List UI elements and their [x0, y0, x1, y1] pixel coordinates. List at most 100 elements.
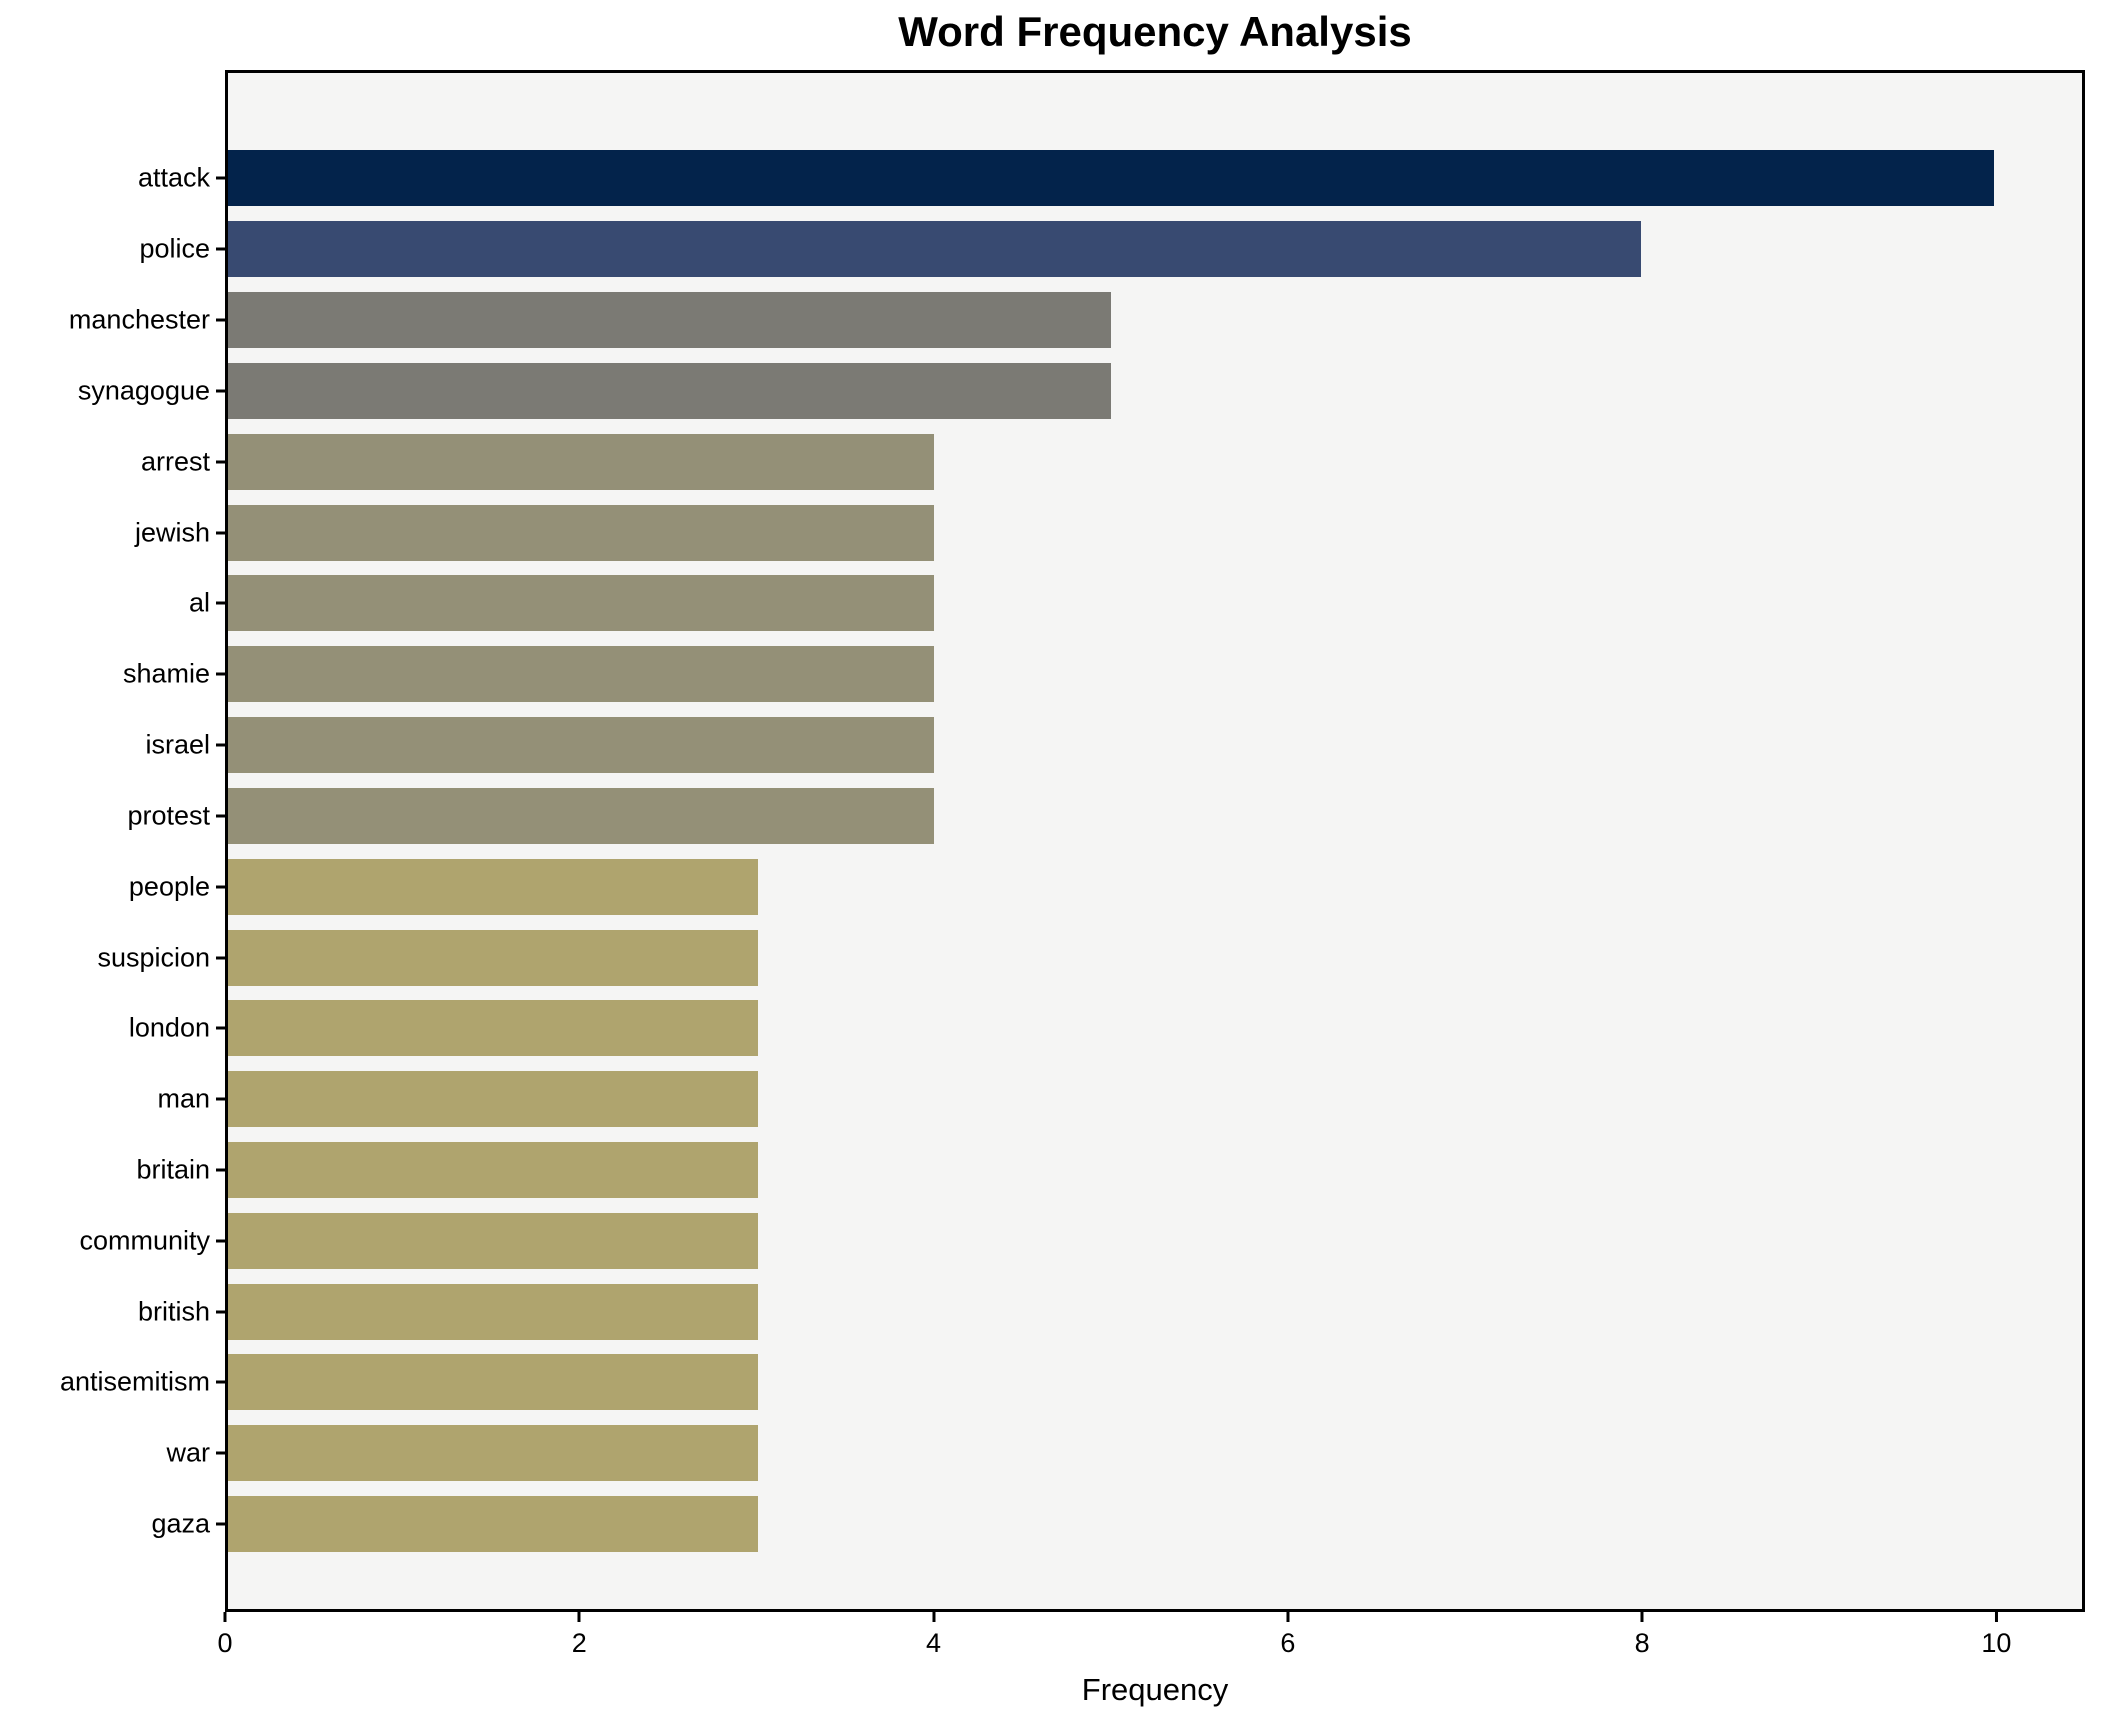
- y-axis-label: synagogue: [77, 375, 210, 406]
- y-tick-mark: [216, 1097, 225, 1101]
- bar-row: al: [189, 568, 2082, 639]
- y-tick-mark: [216, 672, 225, 676]
- bar-row: people: [129, 851, 2082, 922]
- chart-title: Word Frequency Analysis: [898, 8, 1412, 55]
- x-tick-mark: [932, 1612, 936, 1622]
- y-tick-mark: [216, 389, 225, 393]
- y-axis-label: arrest: [140, 446, 210, 477]
- y-axis-label: manchester: [68, 304, 210, 335]
- y-tick-mark: [216, 1380, 225, 1384]
- y-tick-mark: [216, 1451, 225, 1455]
- bar-row: suspicion: [97, 922, 2082, 993]
- bar-row: attack: [138, 143, 2082, 214]
- bar-row: war: [166, 1418, 2082, 1489]
- y-axis-label: british: [137, 1296, 210, 1327]
- y-tick-mark: [216, 318, 225, 322]
- bar-manchester: [228, 292, 1111, 349]
- x-tick-label: 0: [217, 1628, 233, 1658]
- bar-row: community: [79, 1205, 2082, 1276]
- y-axis-label: shamie: [122, 658, 210, 689]
- y-axis-label: gaza: [151, 1508, 210, 1539]
- y-axis-label: attack: [137, 162, 210, 193]
- y-axis-label: people: [128, 871, 210, 902]
- x-tick-mark: [1286, 1612, 1290, 1622]
- y-tick-mark: [216, 531, 225, 535]
- y-tick-mark: [216, 1026, 225, 1030]
- y-tick-mark: [216, 1522, 225, 1526]
- x-tick: 8: [1635, 1612, 1650, 1659]
- y-tick-mark: [216, 956, 225, 960]
- x-tick-label: 6: [1280, 1628, 1296, 1658]
- x-tick-label: 2: [571, 1628, 587, 1658]
- y-tick-mark: [216, 176, 225, 180]
- bar-british: [228, 1283, 758, 1340]
- y-axis-label: man: [157, 1083, 210, 1114]
- x-axis: 0 2 4 6 8 10: [217, 1612, 2085, 1722]
- x-tick: 4: [926, 1612, 941, 1659]
- bar-israel: [228, 717, 935, 774]
- y-tick-mark: [216, 743, 225, 747]
- x-tick: 2: [572, 1612, 587, 1659]
- x-tick: 0: [217, 1612, 233, 1659]
- bar-row: shamie: [123, 639, 2082, 710]
- y-tick-mark: [216, 814, 225, 818]
- x-axis-title: Frequency: [1081, 1672, 1229, 1707]
- y-tick-mark: [216, 247, 225, 251]
- bar-police: [228, 221, 1641, 278]
- x-tick-mark: [1994, 1612, 1998, 1622]
- bar-row: police: [139, 214, 2082, 285]
- bar-row: london: [129, 993, 2082, 1064]
- bar-britain: [228, 1141, 758, 1198]
- bar-synagogue: [228, 362, 1111, 419]
- x-tick: 6: [1280, 1612, 1295, 1659]
- bar-al: [228, 575, 935, 632]
- plot-area: attack police manchester synagogue arrest jew…: [60, 70, 2085, 1612]
- bar-row: antisemitism: [60, 1347, 2082, 1418]
- y-axis-label: britain: [136, 1154, 210, 1185]
- x-tick: 10: [1981, 1612, 2011, 1659]
- x-tick-mark: [577, 1612, 581, 1622]
- y-axis-label: al: [188, 587, 210, 618]
- y-tick-mark: [216, 601, 225, 605]
- bar-jewish: [228, 504, 935, 561]
- y-tick-mark: [216, 1168, 225, 1172]
- x-tick-mark: [223, 1612, 227, 1622]
- bar-gaza: [228, 1496, 758, 1553]
- bar-london: [228, 1000, 758, 1057]
- bar-row: jewish: [135, 497, 2082, 568]
- bar-man: [228, 1071, 758, 1128]
- y-tick-mark: [216, 460, 225, 464]
- bar-row: protest: [127, 780, 2082, 851]
- y-axis-label: community: [79, 1225, 210, 1256]
- x-tick-label: 8: [1634, 1628, 1650, 1658]
- y-axis-label: protest: [127, 800, 210, 831]
- bar-attack: [228, 150, 1994, 207]
- y-axis-label: suspicion: [97, 942, 210, 973]
- y-tick-mark: [216, 1239, 225, 1243]
- bar-antisemitism: [228, 1354, 758, 1411]
- bar-row: gaza: [151, 1489, 2082, 1560]
- y-axis-label: london: [128, 1012, 210, 1043]
- bar-row: synagogue: [78, 355, 2082, 426]
- bar-row: israel: [145, 710, 2082, 781]
- bar-row: manchester: [69, 285, 2082, 356]
- bar-row: britain: [136, 1135, 2082, 1206]
- bar-arrest: [228, 433, 935, 490]
- bar-shamie: [228, 646, 935, 703]
- y-axis-label: israel: [145, 729, 210, 760]
- bar-community: [228, 1212, 758, 1269]
- y-axis-label: antisemitism: [59, 1366, 210, 1397]
- y-tick-mark: [216, 1310, 225, 1314]
- y-axis-label: police: [139, 233, 210, 264]
- y-tick-mark: [216, 885, 225, 889]
- y-axis-label: jewish: [134, 517, 210, 548]
- bar-protest: [228, 787, 935, 844]
- bars-container: attack police manchester synagogue arrest jew…: [60, 143, 2082, 1560]
- bar-people: [228, 858, 758, 915]
- x-tick-label: 4: [926, 1628, 942, 1658]
- bar-suspicion: [228, 929, 758, 986]
- bar-row: british: [138, 1276, 2082, 1347]
- bar-war: [228, 1425, 758, 1482]
- bar-row: man: [157, 1064, 2082, 1135]
